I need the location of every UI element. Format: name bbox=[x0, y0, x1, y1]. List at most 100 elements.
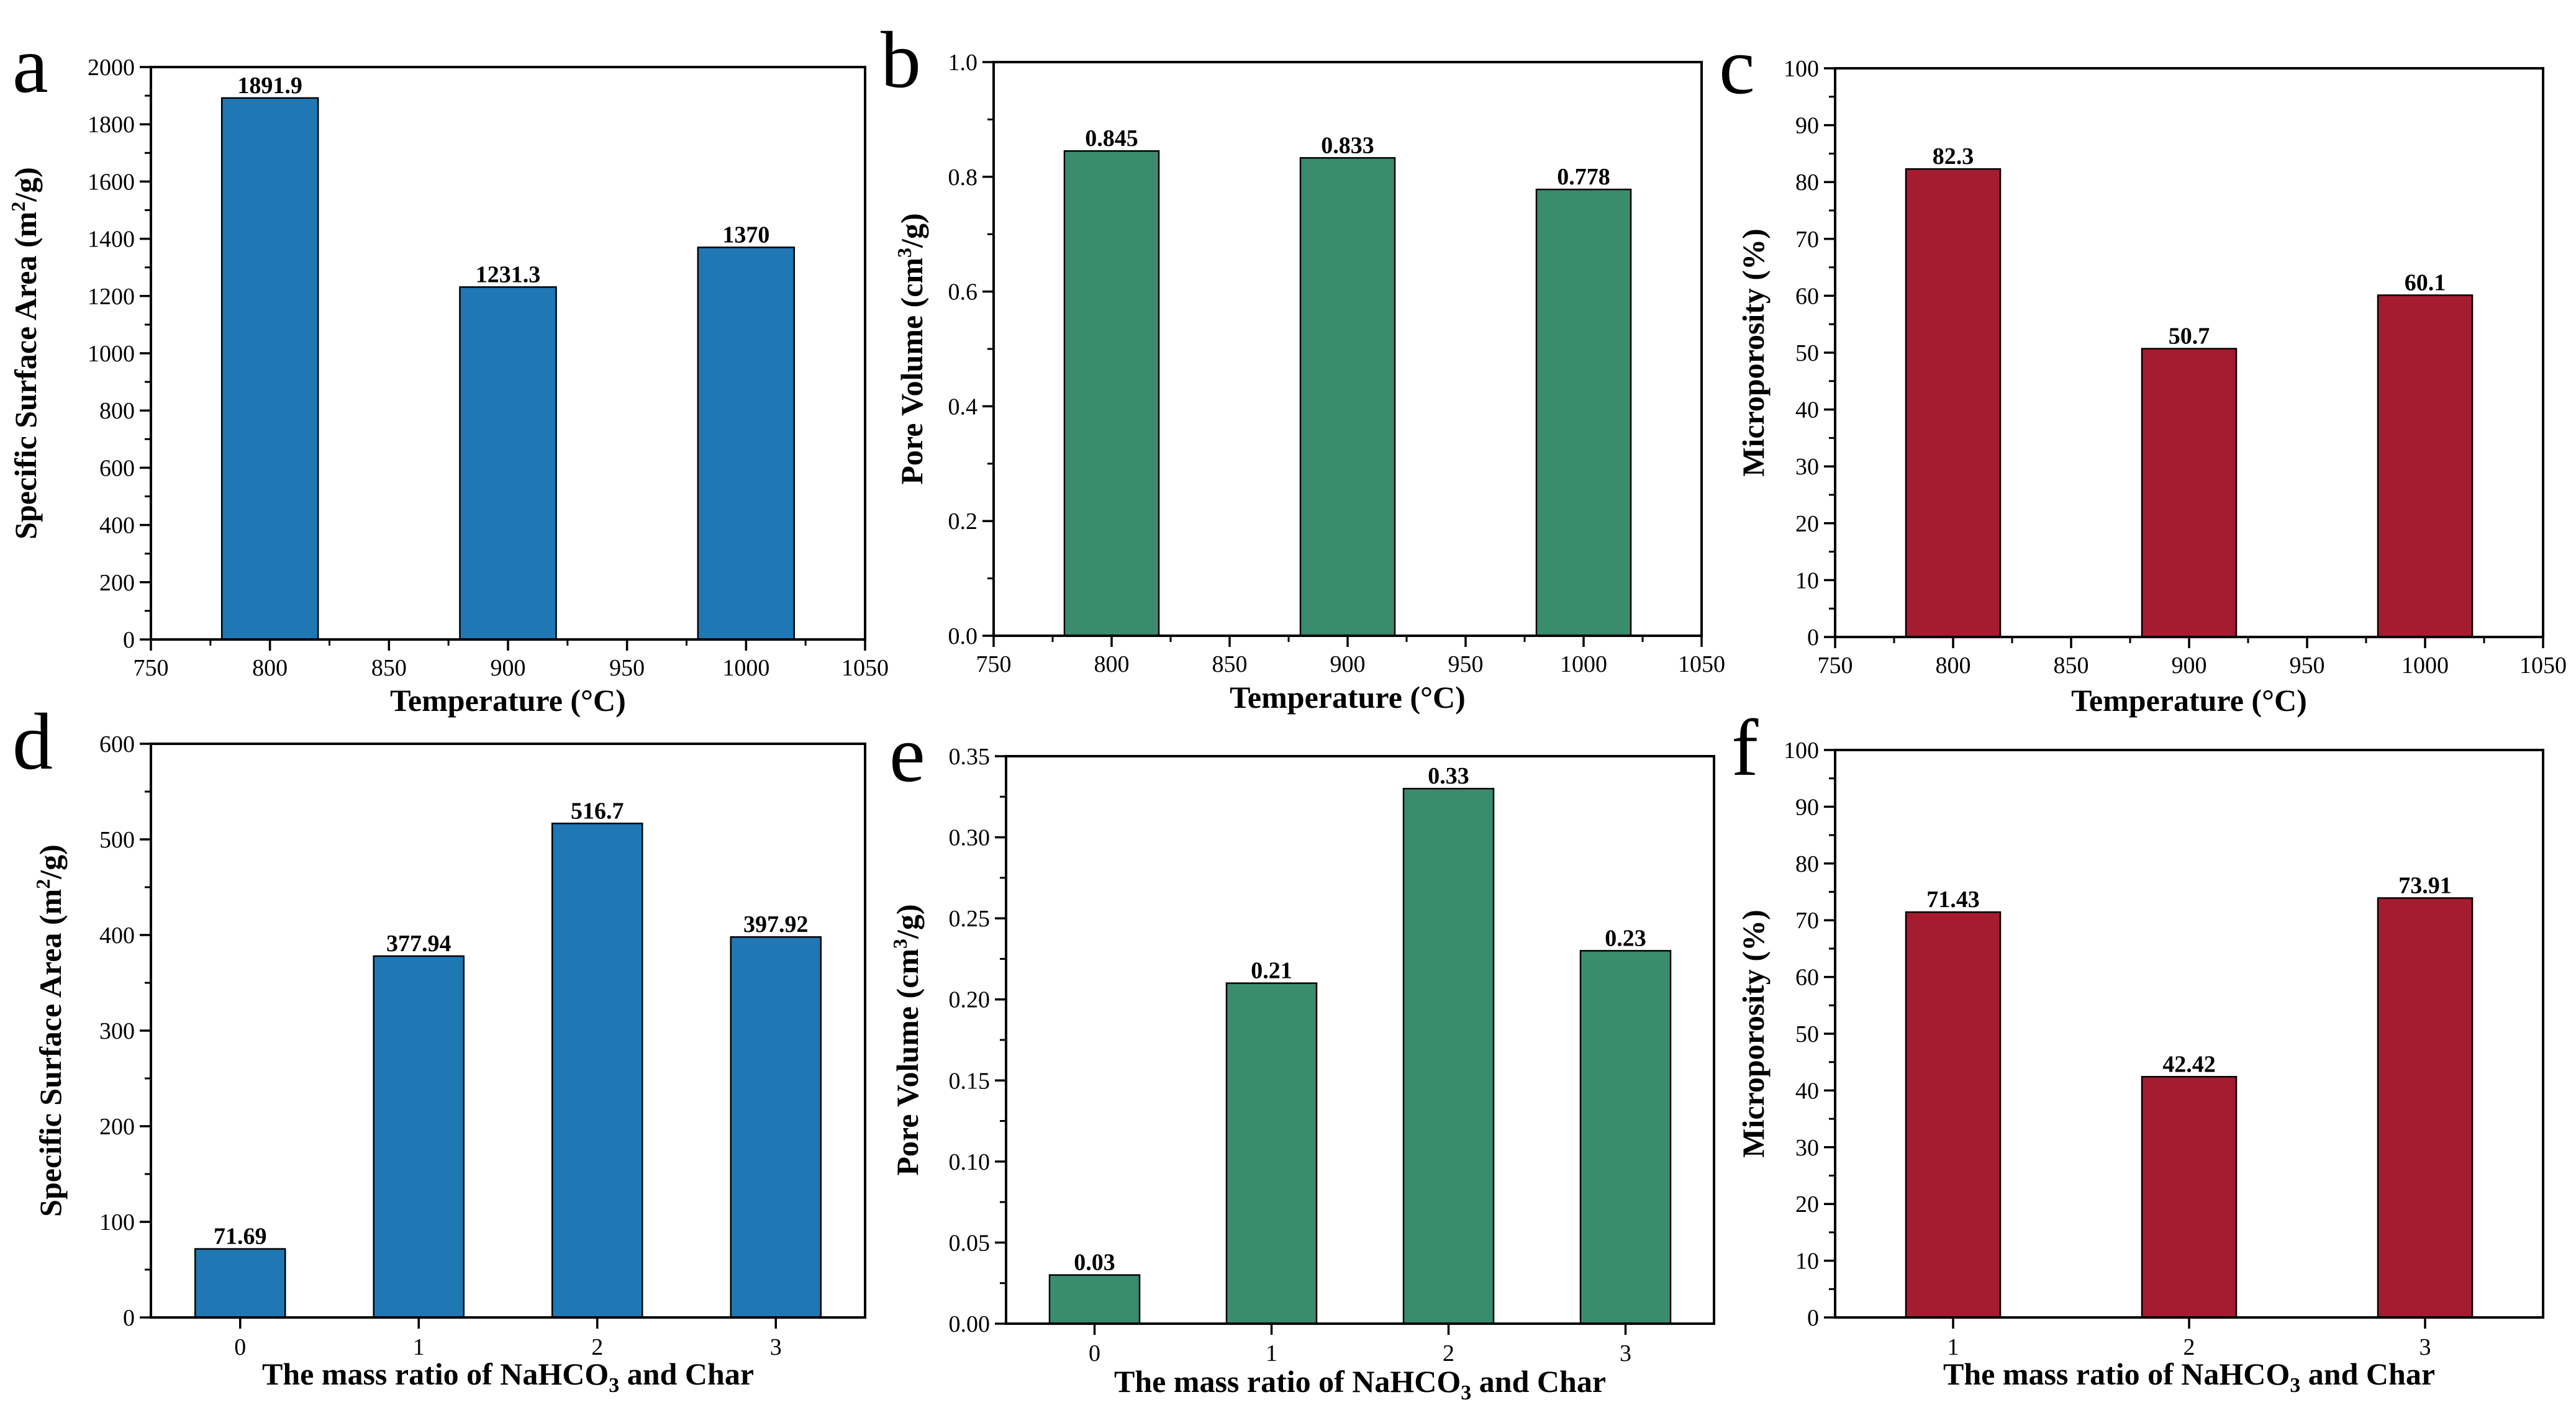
x-axis-title: The mass ratio of NaHCO3 and Char bbox=[1114, 1364, 1606, 1404]
y-tick-label: 1800 bbox=[88, 112, 135, 138]
data-label: 0.833 bbox=[1321, 132, 1374, 158]
data-label: 42.42 bbox=[2162, 1051, 2216, 1077]
bar bbox=[2141, 1076, 2238, 1319]
bar bbox=[1299, 157, 1396, 637]
panel-letter-d: d bbox=[12, 697, 53, 787]
bar bbox=[1402, 787, 1495, 1325]
y-tick-label: 200 bbox=[99, 1114, 135, 1140]
data-label: 0.21 bbox=[1251, 958, 1292, 984]
x-tick-label: 1 bbox=[413, 1334, 425, 1360]
panel-c: c 82.3 50.7 60.1 0 10 20 30 40 50 60 70 80 90 100 750 80… bbox=[1719, 22, 2567, 718]
bar bbox=[730, 936, 822, 1319]
y-tick-label: 0.8 bbox=[948, 165, 978, 191]
bar bbox=[1048, 1274, 1141, 1325]
x-axis-title: The mass ratio of NaHCO3 and Char bbox=[1943, 1357, 2435, 1397]
data-label: 1231.3 bbox=[476, 261, 541, 287]
x-axis-title: Temperature (°C) bbox=[1230, 680, 1466, 715]
data-label: 0.778 bbox=[1557, 164, 1610, 190]
y-tick-label: 1400 bbox=[88, 227, 135, 253]
y-tick-label: 100 bbox=[99, 1209, 135, 1236]
panel-letter-a: a bbox=[12, 20, 48, 110]
y-axis-title-text: Pore Volume (cm bbox=[890, 949, 925, 1176]
x-axis-title-text: The mass ratio of NaHCO bbox=[1943, 1357, 2290, 1391]
bar bbox=[1905, 168, 2002, 638]
x-axis-title-text: The mass ratio of NaHCO bbox=[1114, 1364, 1461, 1399]
x-tick-label: 2 bbox=[2184, 1334, 2195, 1360]
x-tick-label: 950 bbox=[2290, 653, 2325, 679]
y-axis-title-text: Pore Volume (cm bbox=[894, 258, 929, 485]
y-tick-label: 60 bbox=[1795, 965, 1819, 991]
y-tick-label: 20 bbox=[1795, 511, 1819, 537]
x-tick-label: 750 bbox=[976, 651, 1012, 677]
panel-letter-f: f bbox=[1731, 703, 1759, 793]
panel-a: a 1891.9 1231.3 1370 0 200 400 600 800 1000 1200 14… bbox=[7, 20, 889, 718]
y-tick-label: 0.4 bbox=[948, 394, 978, 420]
y-tick-label: 30 bbox=[1795, 454, 1819, 480]
y-axis-title: Specific Surface Area (m2/g) bbox=[32, 844, 68, 1217]
x-tick-label: 900 bbox=[491, 655, 526, 681]
y-tick-label: 1200 bbox=[88, 284, 135, 310]
panel-d: d 71.69 377.94 516.7 397.92 0 100 200 300 400 500 6… bbox=[12, 697, 866, 1397]
y-tick-label: 20 bbox=[1795, 1191, 1819, 1217]
bar bbox=[697, 246, 796, 641]
y-axis-title-end: /g) bbox=[33, 844, 68, 880]
y-tick-label: 100 bbox=[1784, 56, 1819, 82]
x-tick-label: 800 bbox=[252, 655, 288, 681]
x-tick-label: 2 bbox=[1443, 1340, 1454, 1367]
x-tick-label: 3 bbox=[770, 1334, 782, 1360]
y-tick-label: 0.10 bbox=[949, 1149, 991, 1175]
x-tick-label: 900 bbox=[1330, 651, 1366, 677]
y-tick-label: 80 bbox=[1795, 851, 1819, 877]
panel-e: e 0.03 0.21 0.33 0.23 0.00 0.05 0.10 0.15 0.20 0.2… bbox=[889, 710, 1715, 1404]
y-tick-label: 80 bbox=[1795, 169, 1819, 196]
x-tick-label: 750 bbox=[1818, 653, 1853, 679]
y-tick-label: 0.05 bbox=[949, 1230, 991, 1256]
y-axis-title-superscript: 3 bbox=[889, 939, 911, 949]
bar bbox=[2141, 348, 2238, 638]
x-axis-title-end: and Char bbox=[619, 1357, 754, 1391]
x-tick-label: 850 bbox=[2054, 653, 2089, 679]
y-tick-label: 0.35 bbox=[949, 744, 991, 770]
bar bbox=[373, 955, 465, 1319]
panel-letter-e: e bbox=[889, 710, 925, 799]
x-tick-label: 800 bbox=[1094, 651, 1130, 677]
y-tick-label: 600 bbox=[99, 731, 135, 757]
x-tick-label: 1 bbox=[1266, 1340, 1277, 1367]
x-axis-title-text: Temperature (°C) bbox=[2071, 683, 2307, 718]
bar bbox=[1063, 150, 1160, 637]
y-tick-label: 70 bbox=[1795, 227, 1819, 253]
x-tick-label: 900 bbox=[2172, 653, 2207, 679]
x-axis-title-subscript: 3 bbox=[2290, 1374, 2300, 1397]
data-label: 73.91 bbox=[2398, 872, 2452, 898]
y-axis-title-superscript: 2 bbox=[7, 202, 29, 212]
bar bbox=[194, 1248, 286, 1319]
y-axis-title-superscript: 3 bbox=[893, 248, 915, 258]
data-label: 1891.9 bbox=[237, 73, 302, 99]
x-tick-label: 1050 bbox=[841, 655, 889, 681]
y-axis-title: Pore Volume (cm3/g) bbox=[893, 213, 929, 484]
y-tick-label: 300 bbox=[99, 1018, 135, 1044]
y-axis-title-end: /g) bbox=[890, 904, 925, 939]
y-tick-label: 400 bbox=[99, 513, 135, 539]
bar bbox=[220, 97, 319, 641]
y-tick-label: 500 bbox=[99, 827, 135, 853]
y-tick-label: 1000 bbox=[88, 341, 135, 367]
y-tick-label: 0.6 bbox=[948, 279, 978, 305]
data-label: 0.33 bbox=[1428, 763, 1469, 789]
y-tick-label: 0.00 bbox=[949, 1311, 991, 1337]
data-label: 0.03 bbox=[1074, 1250, 1115, 1276]
y-tick-label: 100 bbox=[1784, 738, 1819, 764]
data-label: 377.94 bbox=[386, 931, 451, 957]
y-tick-label: 0 bbox=[1807, 1305, 1819, 1331]
bar bbox=[1905, 911, 2002, 1319]
y-tick-label: 90 bbox=[1795, 794, 1819, 820]
y-tick-label: 10 bbox=[1795, 567, 1819, 594]
x-axis-title: Temperature (°C) bbox=[2071, 683, 2307, 718]
y-tick-label: 600 bbox=[99, 455, 135, 481]
x-tick-label: 1 bbox=[1948, 1334, 1959, 1360]
y-tick-label: 60 bbox=[1795, 283, 1819, 309]
y-tick-label: 10 bbox=[1795, 1249, 1819, 1275]
data-label: 1370 bbox=[722, 222, 769, 248]
bar bbox=[551, 823, 643, 1319]
y-axis-title-end: /g) bbox=[894, 213, 929, 248]
